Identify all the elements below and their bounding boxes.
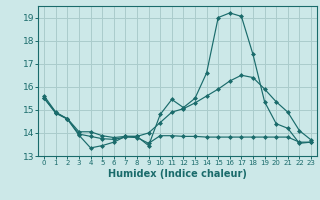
X-axis label: Humidex (Indice chaleur): Humidex (Indice chaleur)	[108, 169, 247, 179]
